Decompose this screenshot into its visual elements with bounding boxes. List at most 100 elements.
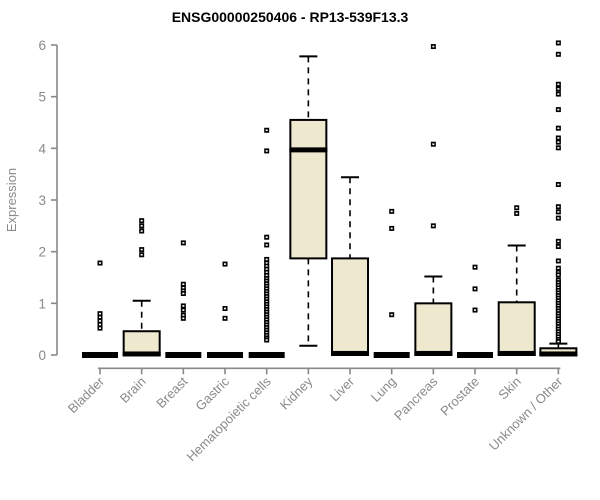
outlier-point-center (265, 311, 268, 313)
outlier-point-center (182, 314, 185, 317)
outlier-point-center (182, 283, 185, 286)
boxplot-prostate (457, 264, 494, 358)
outlier-point-center (557, 217, 560, 219)
y-tick-label: 3 (38, 193, 46, 208)
outlier-point-center (557, 42, 560, 44)
outlier-point-center (557, 88, 560, 90)
outlier-point-center (182, 317, 185, 320)
y-axis-label: Expression (4, 168, 19, 232)
outlier-points (514, 205, 520, 216)
outlier-point-center (99, 312, 101, 315)
outlier-point-center (140, 230, 143, 232)
outlier-point-center (557, 318, 560, 320)
outlier-point-center (182, 287, 185, 289)
outlier-point-center (265, 265, 268, 267)
outlier-point-center (474, 288, 477, 290)
outlier-point-center (265, 290, 268, 293)
boxplot-liver (331, 176, 370, 356)
outlier-point-center (265, 262, 268, 264)
outlier-points (264, 127, 270, 343)
boxplot-lung (373, 208, 410, 358)
outlier-point-center (557, 297, 560, 299)
outlier-point-center (265, 258, 268, 261)
outlier-point-center (557, 307, 560, 310)
outlier-point-center (557, 260, 560, 262)
outlier-point-center (557, 312, 560, 315)
outlier-point-center (474, 266, 477, 268)
outlier-point-center (265, 339, 268, 341)
box (414, 302, 453, 357)
boxplot-kidney (289, 55, 328, 347)
collapsed-box (248, 352, 285, 358)
outlier-point-center (265, 324, 268, 326)
outlier-point-center (140, 219, 143, 222)
y-tick-label: 2 (38, 245, 46, 260)
outlier-point-center (557, 137, 560, 139)
outlier-points (222, 261, 228, 321)
median-line (414, 350, 453, 356)
outlier-point-center (557, 93, 560, 95)
outlier-point-center (265, 321, 268, 324)
outlier-point-center (99, 327, 101, 329)
boxplot-brain (122, 218, 161, 357)
outlier-point-center (390, 210, 393, 213)
outlier-points (472, 264, 478, 313)
median-line (497, 350, 536, 356)
outlier-point-center (265, 285, 268, 288)
outlier-point-center (265, 280, 268, 282)
outlier-point-center (140, 253, 143, 256)
outlier-point-center (557, 292, 560, 294)
outlier-point-center (557, 281, 560, 284)
outlier-point-center (140, 248, 143, 251)
outlier-point-center (182, 309, 185, 311)
outlier-point-center (224, 307, 227, 310)
outlier-point-center (265, 300, 268, 303)
outlier-point-center (557, 279, 560, 281)
boxplot-breast (165, 240, 202, 358)
outlier-point-center (557, 245, 560, 248)
outlier-point-center (557, 333, 560, 336)
outlier-point-center (265, 295, 268, 298)
plot-area (82, 40, 578, 358)
outlier-point-center (432, 225, 435, 227)
outlier-point-center (557, 183, 560, 186)
outlier-point-center (265, 334, 268, 337)
x-category-label: Liver (327, 373, 358, 404)
outlier-point-center (557, 340, 560, 343)
boxplot-hematopoietic-cells (248, 127, 285, 358)
outlier-points (180, 240, 186, 321)
x-category-label: Unknown / Other (486, 373, 566, 453)
y-tick-label: 1 (38, 296, 46, 311)
x-category-label: Brain (117, 374, 149, 406)
box (497, 301, 536, 356)
boxplot-pancreas (414, 44, 453, 357)
outlier-point-center (265, 319, 268, 321)
collapsed-box (165, 352, 202, 358)
outlier-points (139, 218, 145, 258)
outlier-point-center (265, 326, 268, 329)
boxplot-gastric (207, 261, 244, 358)
outlier-point-center (557, 336, 560, 338)
outlier-point-center (557, 305, 560, 307)
collapsed-box (207, 352, 244, 358)
outlier-point-center (515, 206, 518, 209)
outlier-point-center (432, 143, 435, 145)
outlier-points (389, 208, 395, 318)
box (122, 330, 161, 357)
outlier-point-center (557, 271, 560, 274)
outlier-point-center (557, 240, 560, 243)
outlier-point-center (265, 306, 268, 308)
outlier-point-center (390, 227, 393, 230)
y-axis: 0 1 2 3 4 5 6 (38, 38, 58, 363)
outlier-point-center (99, 320, 101, 322)
outlier-point-center (557, 127, 560, 129)
outlier-points (97, 260, 103, 331)
collapsed-box (457, 352, 494, 358)
outlier-point-center (265, 303, 268, 306)
outlier-point-center (557, 267, 560, 269)
boxplot-skin (497, 205, 536, 356)
outlier-point-center (557, 325, 560, 328)
outlier-point-center (557, 53, 560, 56)
